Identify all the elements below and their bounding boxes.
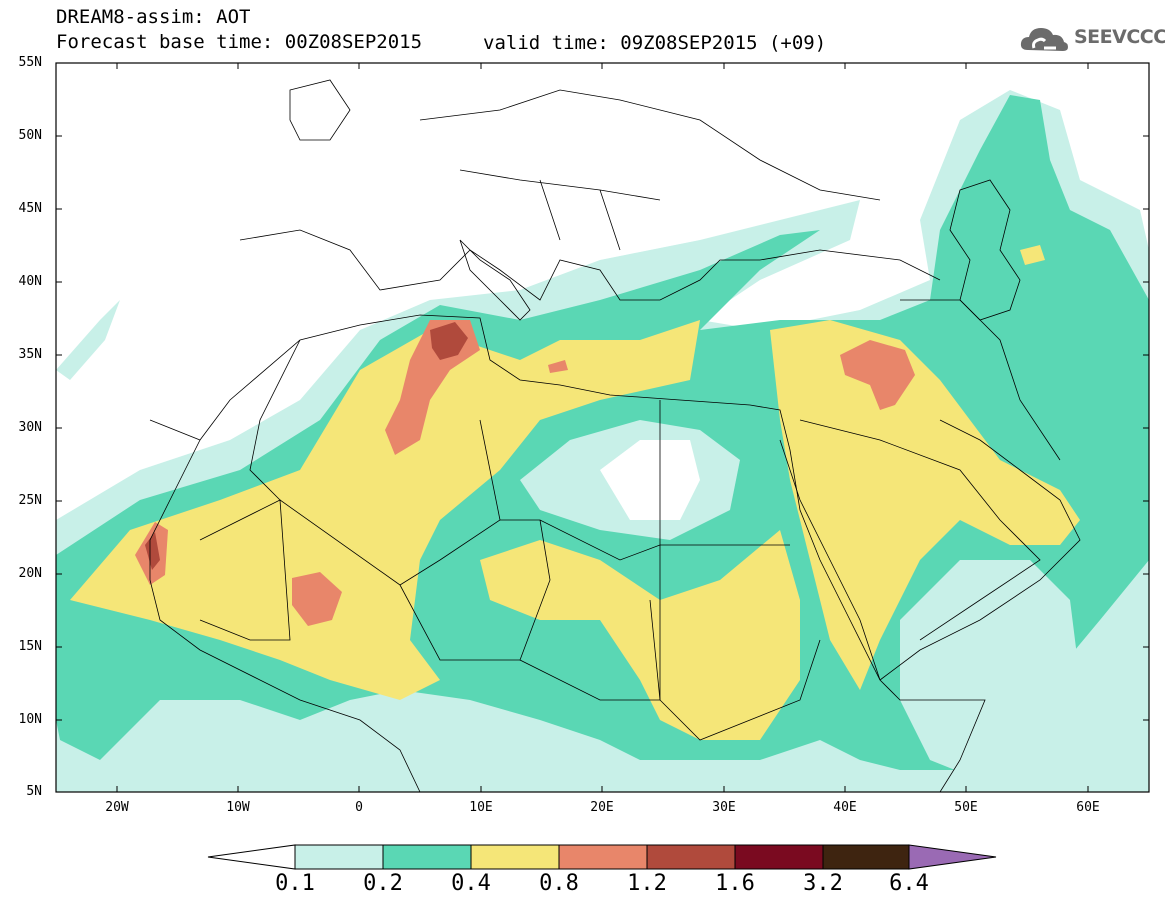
valid-time: valid time: 09Z08SEP2015 (+09) xyxy=(483,32,827,54)
colorbar-label-0.2: 0.2 xyxy=(363,871,403,896)
europe-inland xyxy=(419,89,881,251)
mali-border xyxy=(199,499,291,641)
seevccc-logo: SEEVCCC xyxy=(1018,22,1165,56)
lon-ticks xyxy=(116,63,1089,792)
aot-band-0.4-arabia xyxy=(770,320,1080,690)
uk-outline xyxy=(289,79,351,141)
colorbar-label-1.6: 1.6 xyxy=(715,871,755,896)
lat-label-20n: 20N xyxy=(18,566,42,581)
libya-border xyxy=(500,400,661,561)
saudi-border xyxy=(799,419,1041,641)
aot-band-0.8-mali xyxy=(292,572,342,626)
logo-text: SEEVCCC xyxy=(1074,26,1165,48)
red-sea-coast xyxy=(779,439,881,681)
aot-band-1.2-mauritania xyxy=(145,532,160,570)
cloud-icon xyxy=(1020,28,1068,51)
niger-border xyxy=(399,584,520,661)
iran-border xyxy=(900,299,1061,461)
arabia-coast xyxy=(879,419,1081,681)
aot-band-0.8-iraq xyxy=(840,340,915,410)
lat-ticks xyxy=(56,135,1149,721)
lat-label-25n: 25N xyxy=(18,493,42,508)
lon-label-20w: 20W xyxy=(105,800,129,815)
colorbar-label-6.4: 6.4 xyxy=(889,871,929,896)
aot-hole-arabia-sea xyxy=(900,560,1080,780)
aot-band-0.4-central xyxy=(480,530,800,740)
aot-band-0.4-caspian xyxy=(1020,245,1045,265)
aot-hole-libya xyxy=(600,440,700,520)
lat-label-45n: 45N xyxy=(18,201,42,216)
lon-label-60e: 60E xyxy=(1076,800,1100,815)
lon-label-10e: 10E xyxy=(469,800,493,815)
africa-coastline xyxy=(149,314,986,792)
lat-label-50n: 50N xyxy=(18,128,42,143)
lon-label-40e: 40E xyxy=(833,800,857,815)
lon-label-0: 0 xyxy=(355,800,363,815)
lon-label-30e: 30E xyxy=(712,800,736,815)
lon-label-50e: 50E xyxy=(954,800,978,815)
lat-label-35n: 35N xyxy=(18,347,42,362)
sudan-border xyxy=(659,545,821,741)
europe-coast xyxy=(239,229,941,301)
aot-band-1.2-tunisia xyxy=(430,322,468,360)
aot-band-0.8-med xyxy=(548,360,568,373)
aot-band-0.4-west xyxy=(70,320,700,700)
caspian-coast xyxy=(949,179,1021,321)
colorbar-bin-0.2-0.4 xyxy=(382,844,472,870)
colorbar-label-3.2: 3.2 xyxy=(803,871,843,896)
colorbar-bin-0.4-0.8 xyxy=(470,844,560,870)
colorbar-bin-1.6-3.2 xyxy=(734,844,824,870)
lat-label-15n: 15N xyxy=(18,639,42,654)
aot-band-0.1-nw xyxy=(56,300,120,380)
map-title: DREAM8-assim: AOT xyxy=(56,6,251,28)
lat-label-40n: 40N xyxy=(18,274,42,289)
lat-label-30n: 30N xyxy=(18,420,42,435)
aot-field xyxy=(56,90,1149,792)
chad-border xyxy=(519,519,661,701)
colorbar-high-arrow xyxy=(908,844,997,870)
colorbar-bin-1.2-1.6 xyxy=(646,844,736,870)
colorbar-bin-0.1-0.2 xyxy=(294,844,384,870)
colorbar-low-arrow xyxy=(207,844,296,870)
lon-label-20e: 20E xyxy=(590,800,614,815)
colorbar xyxy=(207,844,997,870)
lat-label-5n: 5N xyxy=(26,784,42,799)
colorbar-label-0.4: 0.4 xyxy=(451,871,491,896)
forecast-base-time: Forecast base time: 00Z08SEP2015 xyxy=(56,31,423,53)
colorbar-bin-0.8-1.2 xyxy=(558,844,648,870)
country-borders xyxy=(149,79,1081,792)
west-africa-coast xyxy=(149,439,421,792)
colorbar-label-0.1: 0.1 xyxy=(275,871,315,896)
colorbar-bin-3.2-6.4 xyxy=(822,844,910,870)
lat-label-55n: 55N xyxy=(18,55,42,70)
lon-label-10w: 10W xyxy=(226,800,250,815)
italy-outline xyxy=(459,239,531,321)
algeria-border xyxy=(249,339,501,586)
lat-label-10n: 10N xyxy=(18,712,42,727)
colorbar-label-1.2: 1.2 xyxy=(627,871,667,896)
colorbar-label-0.8: 0.8 xyxy=(539,871,579,896)
